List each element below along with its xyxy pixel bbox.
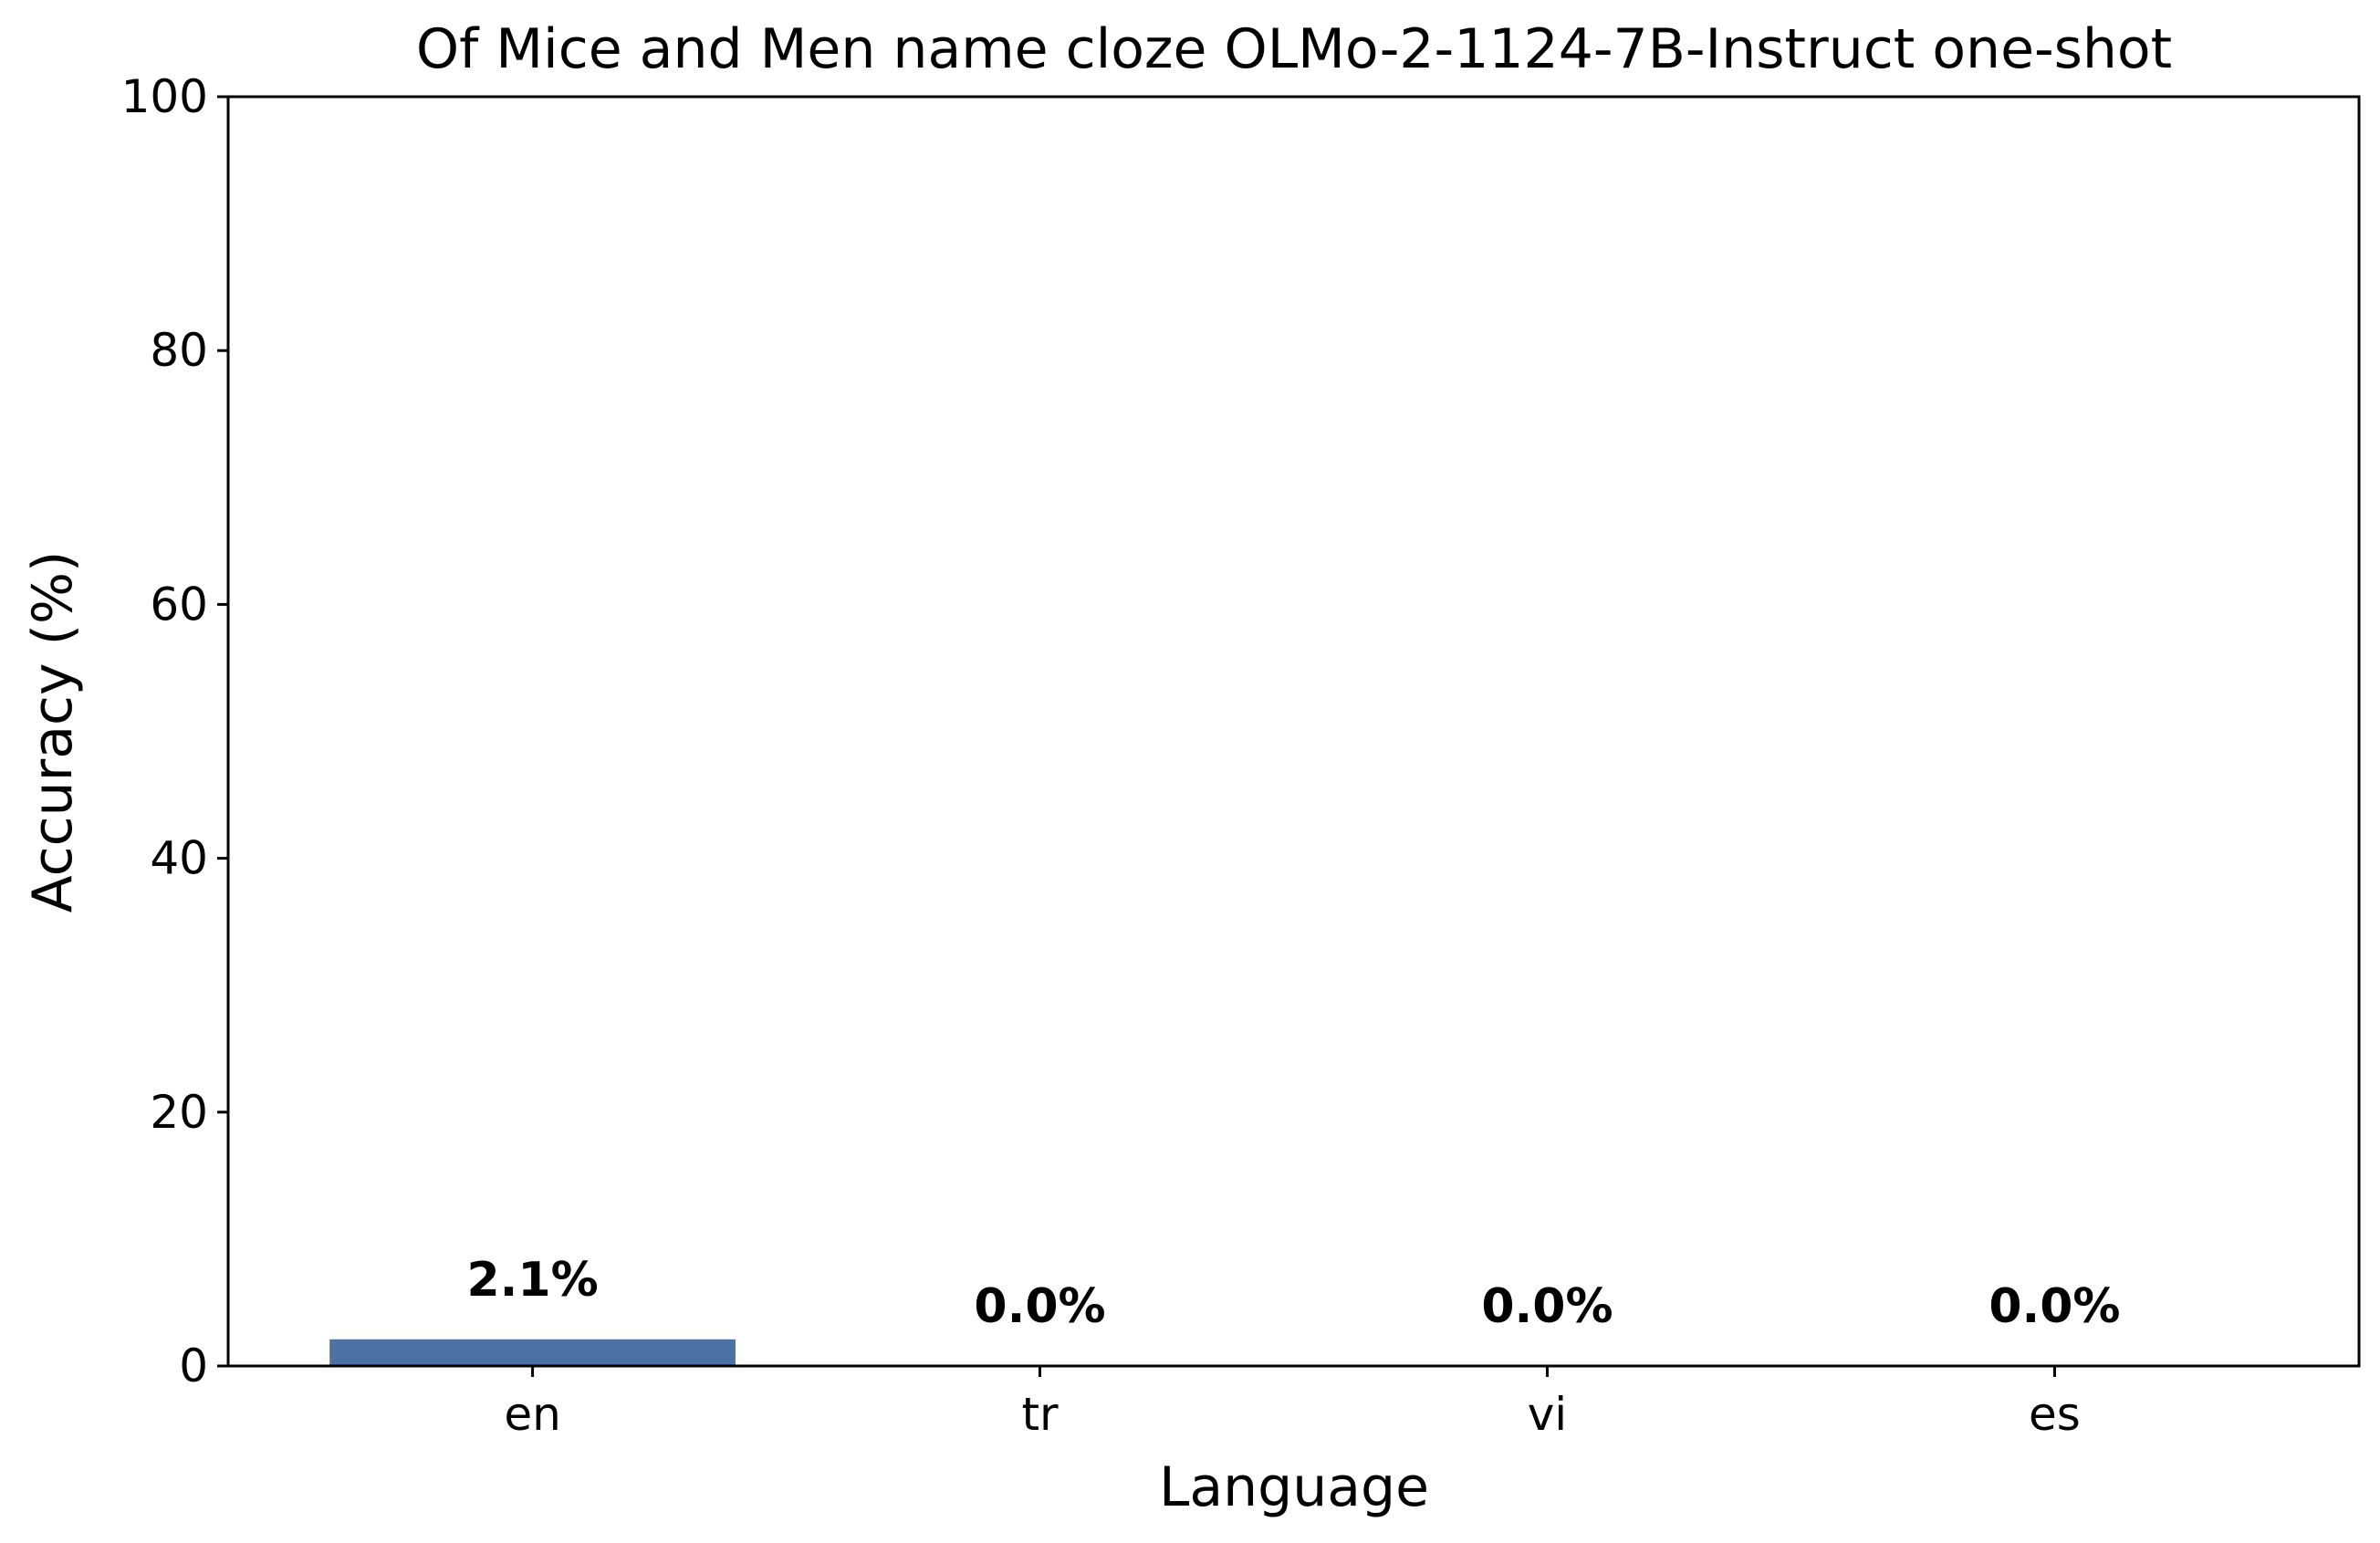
y-axis: 0 20 40 60 80 100	[121, 70, 228, 1392]
y-tick-label-80: 80	[150, 324, 208, 377]
x-tick-label-en: en	[504, 1388, 560, 1441]
y-tick-label-20: 20	[150, 1086, 208, 1139]
x-tick-label-es: es	[2029, 1388, 2081, 1441]
data-label-es: 0.0%	[1989, 1279, 2120, 1334]
data-labels-layer: 2.1% 0.0% 0.0% 0.0%	[466, 1253, 2120, 1334]
data-label-en: 2.1%	[466, 1253, 598, 1308]
plot-frame	[226, 95, 2361, 1368]
y-tick-label-0: 0	[179, 1340, 208, 1392]
bar-en	[329, 1339, 736, 1366]
bars-layer	[329, 1339, 736, 1366]
chart-title: Of Mice and Men name cloze OLMo-2-1124-7…	[416, 17, 2172, 81]
y-axis-title: Accuracy (%)	[21, 551, 85, 913]
y-tick-label-60: 60	[150, 578, 208, 631]
data-label-tr: 0.0%	[974, 1279, 1105, 1334]
data-label-vi: 0.0%	[1481, 1279, 1613, 1334]
x-axis: en tr vi es	[504, 1366, 2081, 1441]
x-tick-label-vi: vi	[1528, 1388, 1567, 1441]
x-tick-label-tr: tr	[1021, 1388, 1059, 1441]
x-axis-title: Language	[1159, 1455, 1429, 1519]
y-tick-label-40: 40	[150, 832, 208, 885]
y-tick-label-100: 100	[121, 70, 208, 123]
